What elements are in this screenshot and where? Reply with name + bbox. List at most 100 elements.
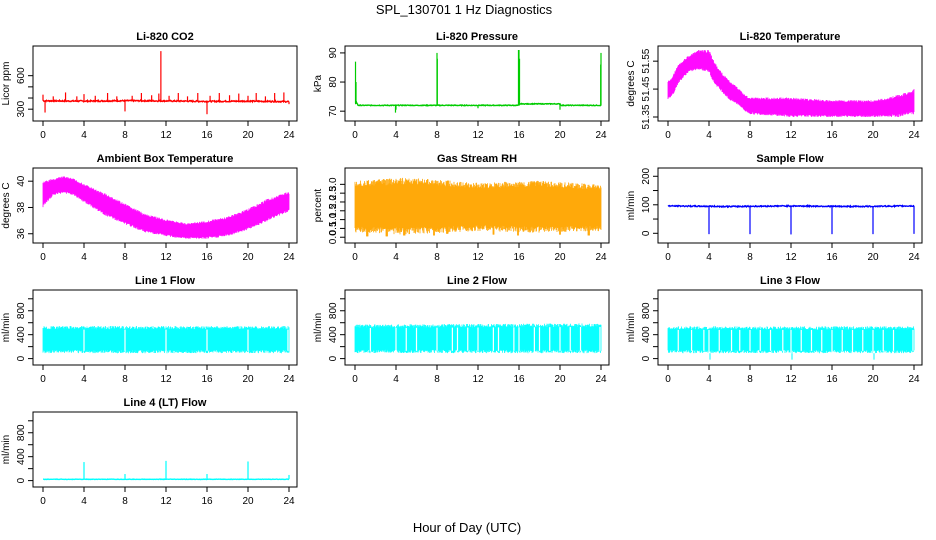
y-tick-label: 0 xyxy=(328,355,339,361)
x-tick-label: 20 xyxy=(242,130,254,141)
x-tick-label: 16 xyxy=(513,252,525,263)
panel-2: Li-820 Temperature degrees C 0 4 8 12 16 20 24 51… xyxy=(626,31,923,141)
panel-0: Li-820 CO2 Licor ppm 0 4 8 12 16 20 24 300 600 xyxy=(1,31,298,141)
y-axis-label: Licor ppm xyxy=(1,62,12,106)
x-tick-label: 24 xyxy=(908,252,920,263)
plot-frame xyxy=(657,289,923,366)
x-tick-label: 8 xyxy=(434,130,440,141)
x-tick-label: 12 xyxy=(472,374,484,385)
data-group xyxy=(354,323,602,354)
x-tick-label: 8 xyxy=(747,130,753,141)
x-tick-label: 8 xyxy=(122,252,128,263)
panel-4: Gas Stream RH percent 0 4 8 12 16 20 24 0.00.51.0… xyxy=(313,153,610,263)
data-group xyxy=(667,203,915,235)
x-tick-label: 20 xyxy=(554,374,566,385)
y-tick-label: 70 xyxy=(328,105,339,117)
x-tick-label: 20 xyxy=(242,496,254,507)
y-axis-label: kPa xyxy=(313,74,324,92)
x-tick-label: 4 xyxy=(706,252,712,263)
panel-title: Li-820 CO2 xyxy=(136,31,193,43)
x-tick-label: 16 xyxy=(826,252,838,263)
y-tick-label: 80 xyxy=(328,76,339,88)
plot-frame xyxy=(344,289,610,366)
x-tick-label: 4 xyxy=(706,374,712,385)
y-tick-label: 400 xyxy=(328,326,339,343)
x-tick-label: 4 xyxy=(81,496,87,507)
y-tick-label: 38 xyxy=(16,201,27,213)
plot-frame xyxy=(32,411,298,488)
x-tick-label: 0 xyxy=(40,496,46,507)
panel-title: Sample Flow xyxy=(756,153,824,165)
x-tick-label: 0 xyxy=(665,130,671,141)
x-tick-label: 12 xyxy=(160,252,172,263)
y-tick-label: 51.55 xyxy=(641,48,652,73)
y-tick-label: 36 xyxy=(16,228,27,240)
plot-frame xyxy=(32,167,298,244)
x-tick-label: 16 xyxy=(201,252,213,263)
x-tick-label: 20 xyxy=(242,252,254,263)
y-tick-label: 400 xyxy=(16,448,27,465)
panel-7: Line 2 Flow ml/min 0 4 8 12 16 20 24 0 400 800 xyxy=(313,275,610,385)
data-group xyxy=(667,326,915,360)
x-tick-label: 12 xyxy=(785,374,797,385)
y-tick-label: 800 xyxy=(16,424,27,441)
y-tick-label: 0 xyxy=(641,355,652,361)
x-tick-label: 16 xyxy=(513,130,525,141)
x-tick-label: 8 xyxy=(122,130,128,141)
x-tick-label: 16 xyxy=(826,374,838,385)
x-tick-label: 20 xyxy=(867,130,879,141)
plot-frame xyxy=(657,45,923,122)
x-tick-label: 24 xyxy=(595,374,607,385)
y-tick-label: 40 xyxy=(16,175,27,187)
y-tick-label: 800 xyxy=(641,302,652,319)
y-tick-label: 0.5 xyxy=(328,221,339,235)
x-tick-label: 8 xyxy=(122,374,128,385)
y-tick-label: 0 xyxy=(641,230,652,236)
x-tick-label: 24 xyxy=(595,252,607,263)
x-tick-label: 24 xyxy=(908,130,920,141)
x-tick-label: 4 xyxy=(81,374,87,385)
x-tick-label: 0 xyxy=(40,130,46,141)
x-tick-label: 0 xyxy=(352,252,358,263)
x-tick-label: 20 xyxy=(554,130,566,141)
x-tick-label: 24 xyxy=(283,496,295,507)
x-tick-label: 8 xyxy=(747,374,753,385)
data-group xyxy=(42,326,290,354)
x-tick-label: 8 xyxy=(747,252,753,263)
panel-title: Li-820 Pressure xyxy=(436,31,518,43)
y-tick-label: 0 xyxy=(16,355,27,361)
x-tick-label: 16 xyxy=(826,130,838,141)
x-tick-label: 0 xyxy=(665,252,671,263)
y-axis-label: degrees C xyxy=(1,182,12,228)
series-line xyxy=(355,100,602,107)
x-tick-label: 24 xyxy=(283,252,295,263)
x-tick-label: 0 xyxy=(40,252,46,263)
x-tick-label: 4 xyxy=(393,252,399,263)
x-tick-label: 24 xyxy=(595,130,607,141)
plot-frame xyxy=(32,45,298,122)
y-tick-label: 100 xyxy=(641,196,652,213)
y-axis-label: percent xyxy=(313,189,324,223)
y-tick-label: 600 xyxy=(16,67,27,84)
y-axis-label: ml/min xyxy=(626,313,637,342)
y-tick-label: 400 xyxy=(641,326,652,343)
x-tick-label: 4 xyxy=(81,252,87,263)
y-tick-label: 800 xyxy=(16,302,27,319)
x-tick-label: 16 xyxy=(201,130,213,141)
x-tick-label: 0 xyxy=(40,374,46,385)
y-axis-label: ml/min xyxy=(626,191,637,220)
y-tick-label: 0.0 xyxy=(328,230,339,244)
y-tick-label: 0 xyxy=(16,477,27,483)
x-tick-label: 12 xyxy=(472,252,484,263)
x-tick-label: 24 xyxy=(283,130,295,141)
x-tick-label: 0 xyxy=(352,374,358,385)
figure-x-axis-label: Hour of Day (UTC) xyxy=(413,520,521,535)
x-tick-label: 24 xyxy=(908,374,920,385)
x-tick-label: 8 xyxy=(122,496,128,507)
panel-title: Line 2 Flow xyxy=(447,275,507,287)
panel-9: Line 4 (LT) Flow ml/min 0 4 8 12 16 20 24 0 400 800 xyxy=(1,397,298,507)
panel-title: Line 1 Flow xyxy=(135,275,195,287)
y-tick-label: 51.35 xyxy=(641,104,652,129)
